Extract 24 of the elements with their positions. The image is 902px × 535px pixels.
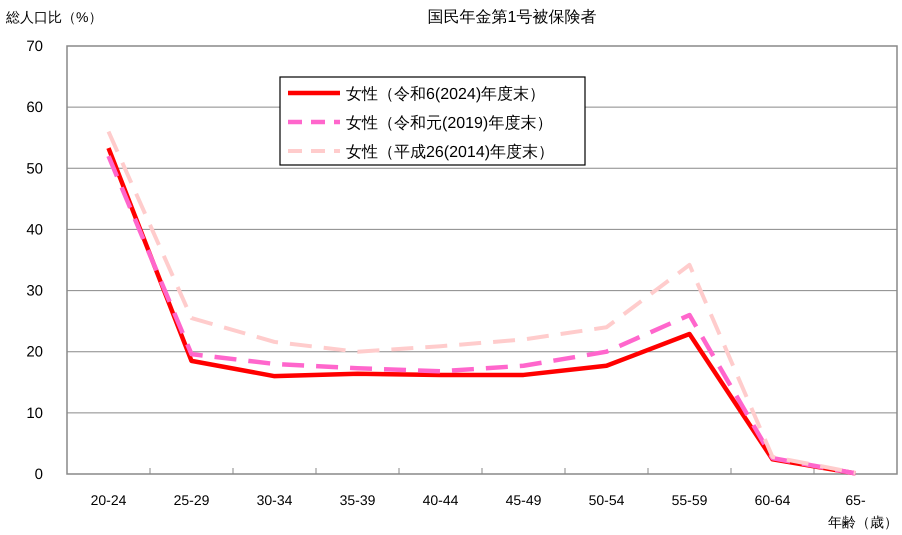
x-tick-label: 35-39 bbox=[340, 492, 376, 508]
x-tick-label: 65- bbox=[845, 492, 866, 508]
x-tick-label: 45-49 bbox=[506, 492, 542, 508]
y-tick-label: 50 bbox=[26, 160, 43, 178]
x-tick-label: 30-34 bbox=[256, 492, 293, 508]
y-tick-label: 20 bbox=[26, 344, 43, 361]
x-tick-label: 50-54 bbox=[588, 492, 625, 508]
y-tick-label: 60 bbox=[26, 99, 43, 116]
y-tick-label: 40 bbox=[26, 221, 43, 238]
y-tick-label: 0 bbox=[34, 466, 43, 483]
y-tick-label: 10 bbox=[26, 404, 43, 422]
y-tick-label: 30 bbox=[26, 282, 43, 300]
chart-title: 国民年金第1号被保険者 bbox=[428, 8, 596, 26]
x-axis-title: 年齢（歳） bbox=[828, 514, 898, 530]
y-tick-label: 70 bbox=[26, 38, 43, 55]
legend-label: 女性（平成26(2014)年度末） bbox=[346, 143, 554, 161]
x-tick-label: 60-64 bbox=[754, 492, 791, 508]
y-axis-title: 総人口比（%） bbox=[5, 9, 102, 25]
x-tick-label: 20-24 bbox=[90, 492, 127, 508]
x-tick-label: 55-59 bbox=[672, 492, 708, 508]
legend-label: 女性（令和元(2019)年度末） bbox=[346, 114, 552, 132]
legend-label: 女性（令和6(2024)年度末） bbox=[346, 85, 546, 103]
x-tick-label: 40-44 bbox=[422, 492, 459, 508]
x-tick-label: 25-29 bbox=[174, 492, 210, 508]
